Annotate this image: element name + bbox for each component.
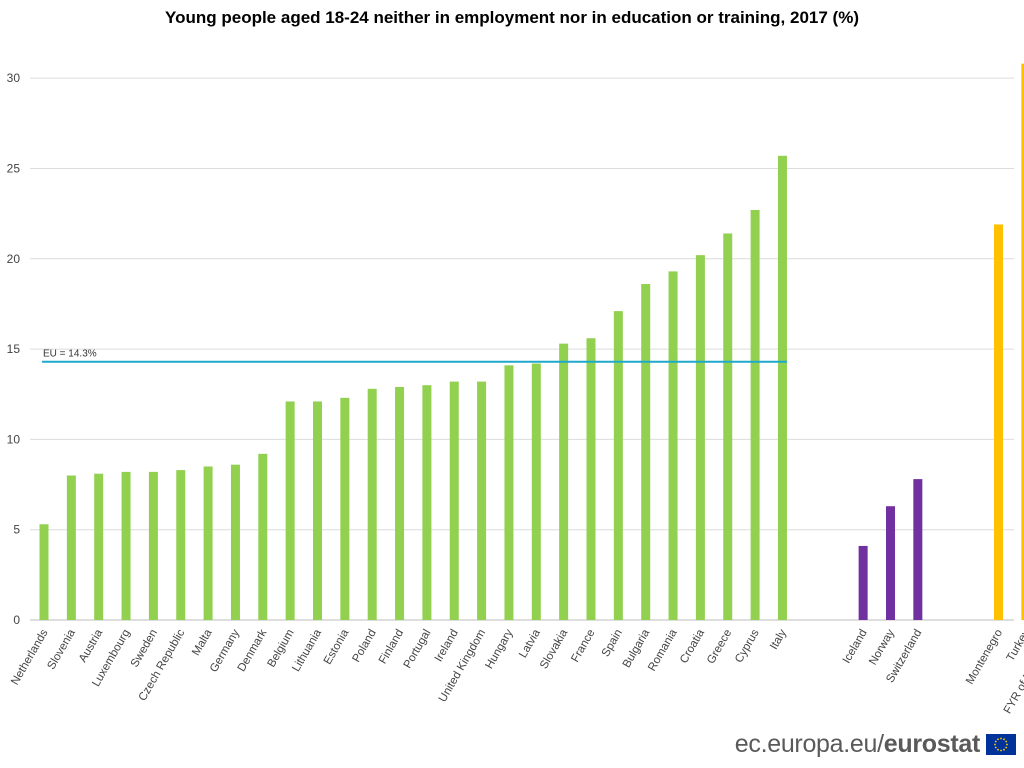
bar-portugal	[422, 385, 432, 620]
x-tick-label: Croatia	[678, 627, 707, 666]
x-tick-label: Latvia	[517, 627, 543, 660]
bar-romania	[668, 271, 678, 620]
x-tick-label: Portugal	[402, 628, 434, 671]
eu-average-label: EU = 14.3%	[43, 349, 97, 360]
bar-montenegro	[994, 224, 1004, 620]
bar-iceland	[858, 545, 868, 620]
bar-france	[586, 338, 596, 620]
bar-slovakia	[559, 343, 569, 620]
bar-malta	[203, 466, 213, 620]
x-tick-label: France	[569, 628, 597, 665]
x-tick-label: Finland	[377, 628, 406, 667]
eu-reference: EU = 14.3%	[42, 349, 787, 363]
bar-latvia	[531, 363, 541, 620]
x-tick-label: Spain	[600, 628, 625, 659]
bar-bulgaria	[641, 284, 651, 620]
bar-netherlands	[39, 524, 49, 620]
chart-title: Young people aged 18-24 neither in emplo…	[165, 8, 859, 27]
bar-czech-republic	[176, 470, 186, 620]
x-tick-label: Italy	[768, 627, 789, 651]
y-tick-label: 5	[13, 523, 20, 537]
eurostat-branding: ec.europa.eu/ eurostat	[735, 730, 1016, 758]
bar-austria	[94, 473, 104, 620]
bar-finland	[395, 386, 405, 620]
bar-estonia	[340, 397, 350, 620]
x-tick-label: Turkey	[1005, 627, 1024, 663]
bar-croatia	[695, 255, 705, 620]
bar-cyprus	[750, 209, 760, 620]
x-tick-label: Iceland	[841, 628, 870, 666]
y-tick-label: 0	[13, 613, 20, 627]
bar-belgium	[285, 401, 295, 620]
x-tick-label: Cyprus	[733, 627, 762, 665]
bar-norway	[885, 506, 895, 620]
y-axis-ticks: 0 5 10 15 20 25 30	[7, 71, 21, 627]
bar-denmark	[258, 453, 268, 620]
x-tick-label: Austria	[77, 627, 106, 665]
brand-url: ec.europa.eu/	[734, 729, 884, 758]
bar-switzerland	[913, 479, 923, 620]
y-tick-label: 20	[7, 252, 21, 266]
bar-greece	[723, 233, 733, 620]
bars	[39, 63, 1024, 621]
bar-sweden	[148, 471, 158, 620]
bar-lithuania	[313, 401, 322, 620]
gridlines	[30, 77, 1014, 621]
x-tick-label: Montenegro	[964, 628, 1005, 687]
bar-poland	[367, 388, 377, 620]
bar-ireland	[449, 381, 459, 620]
bar-italy	[777, 155, 787, 620]
bar-turkey	[1021, 63, 1024, 621]
brand-name: eurostat	[883, 729, 981, 758]
x-tick-label: Greece	[705, 628, 734, 667]
x-tick-label: Norway	[867, 627, 897, 667]
x-tick-label: Poland	[350, 628, 378, 665]
bar-slovenia	[66, 475, 76, 620]
y-tick-label: 15	[7, 342, 21, 356]
eu-flag-icon	[986, 733, 1016, 755]
x-tick-label: Ireland	[433, 628, 461, 664]
bar-spain	[613, 311, 623, 620]
x-tick-label: Netherlands	[9, 627, 51, 687]
x-tick-label: Slovakia	[538, 627, 570, 671]
bar-luxembourg	[121, 471, 131, 620]
x-tick-label: Hungary	[483, 627, 515, 671]
x-tick-label: Estonia	[322, 627, 352, 667]
y-tick-label: 25	[7, 161, 21, 175]
bar-united-kingdom	[477, 381, 487, 620]
bar-germany	[230, 464, 240, 620]
y-tick-label: 30	[7, 71, 21, 85]
bar-hungary	[504, 365, 514, 620]
x-tick-label: Malta	[190, 627, 215, 658]
y-tick-label: 10	[7, 432, 21, 446]
